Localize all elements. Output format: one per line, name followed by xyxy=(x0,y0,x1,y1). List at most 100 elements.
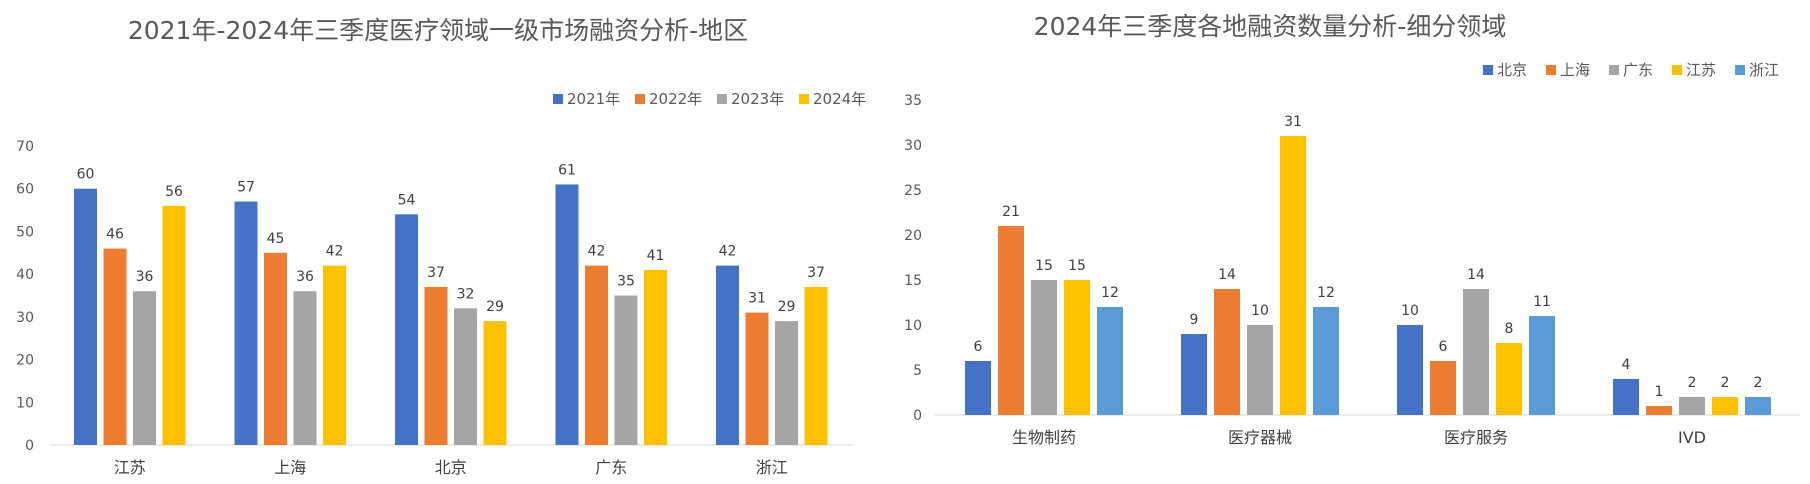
legend-label: 广东 xyxy=(1623,61,1653,79)
bar xyxy=(293,291,317,445)
data-label: 61 xyxy=(558,162,576,178)
bar xyxy=(1247,325,1273,415)
data-label: 46 xyxy=(106,227,124,243)
data-label: 6 xyxy=(1439,339,1448,355)
data-label: 12 xyxy=(1101,285,1119,301)
data-label: 57 xyxy=(237,180,255,196)
data-label: 11 xyxy=(1533,294,1551,310)
chart-title: 2021年-2024年三季度医疗领域一级市场融资分析-地区 xyxy=(128,16,748,45)
bar xyxy=(162,205,186,445)
segment-financing-chart: 2024年三季度各地融资数量分析-细分领域 北京 上海 广东 江苏 浙江 0 5 10 15 2… xyxy=(904,12,1800,447)
data-label: 56 xyxy=(165,184,183,200)
y-tick-label: 20 xyxy=(16,353,34,369)
data-label: 29 xyxy=(486,299,504,315)
y-tick-label: 5 xyxy=(913,363,922,379)
data-label: 37 xyxy=(427,265,445,281)
bar xyxy=(234,201,258,445)
bar xyxy=(775,321,798,445)
bar xyxy=(323,265,346,445)
bar xyxy=(133,291,156,445)
data-label: 10 xyxy=(1401,303,1419,319)
bar xyxy=(1496,343,1522,415)
y-tick-label: 15 xyxy=(904,273,922,289)
chart-title: 2024年三季度各地融资数量分析-细分领域 xyxy=(1034,12,1507,41)
x-tick-label: 医疗服务 xyxy=(1444,428,1508,447)
data-label: 29 xyxy=(778,299,796,315)
data-label: 42 xyxy=(588,244,606,260)
y-tick-label: 70 xyxy=(16,139,34,155)
data-label: 15 xyxy=(1068,258,1086,274)
bar xyxy=(555,184,579,445)
data-label: 35 xyxy=(617,274,635,290)
legend-label: 浙江 xyxy=(1749,61,1779,79)
x-tick-label: 北京 xyxy=(435,458,467,477)
bar xyxy=(1181,334,1207,415)
y-tick-label: 10 xyxy=(904,318,922,334)
bar xyxy=(1679,397,1705,415)
y-tick-label: 30 xyxy=(904,138,922,154)
bar xyxy=(1097,307,1123,415)
data-label: 4 xyxy=(1622,357,1631,373)
y-tick-label: 30 xyxy=(16,310,34,326)
data-label: 2 xyxy=(1754,375,1763,391)
data-label: 2 xyxy=(1721,375,1730,391)
bar xyxy=(454,308,477,445)
bar xyxy=(614,295,638,445)
data-label: 36 xyxy=(296,269,314,285)
y-axis: 0 5 10 15 20 25 30 35 xyxy=(904,93,922,424)
data-label: 37 xyxy=(807,265,825,281)
data-label: 14 xyxy=(1467,267,1485,283)
bar xyxy=(1646,406,1672,415)
x-axis-labels: 江苏 上海 北京 广东 浙江 xyxy=(114,458,788,477)
y-tick-label: 60 xyxy=(16,182,34,198)
regional-financing-chart: 2021年-2024年三季度医疗领域一级市场融资分析-地区 2021年 2022年… xyxy=(16,16,866,477)
data-label: 9 xyxy=(1190,312,1199,328)
bar xyxy=(1430,361,1456,415)
data-label: 42 xyxy=(326,244,344,260)
bar xyxy=(965,361,991,415)
bar xyxy=(74,188,97,445)
data-label: 32 xyxy=(457,286,475,302)
x-tick-label: 广东 xyxy=(595,458,627,477)
data-label: 42 xyxy=(719,244,737,260)
data-label: 60 xyxy=(77,167,95,183)
y-tick-label: 50 xyxy=(16,224,34,240)
bar xyxy=(998,226,1024,415)
data-label: 6 xyxy=(974,339,983,355)
data-label: 41 xyxy=(647,248,665,264)
y-tick-label: 25 xyxy=(904,183,922,199)
legend-label: 北京 xyxy=(1497,61,1527,79)
x-tick-label: IVD xyxy=(1678,428,1706,447)
bar xyxy=(483,321,507,445)
legend-label: 2024年 xyxy=(813,90,866,108)
bar xyxy=(716,265,739,445)
bar xyxy=(1397,325,1423,415)
legend-swatch xyxy=(635,94,645,104)
bar xyxy=(804,286,828,445)
legend-swatch xyxy=(1735,65,1745,75)
x-tick-label: 医疗器械 xyxy=(1228,428,1292,447)
y-tick-label: 35 xyxy=(904,93,922,109)
bar xyxy=(644,269,667,445)
bar xyxy=(424,286,448,445)
data-label: 10 xyxy=(1251,303,1269,319)
x-tick-label: 上海 xyxy=(274,458,306,477)
data-label: 2 xyxy=(1688,375,1697,391)
legend-label: 2022年 xyxy=(649,90,702,108)
bar xyxy=(1214,289,1240,415)
data-label: 15 xyxy=(1035,258,1053,274)
bar xyxy=(1745,397,1771,415)
bar xyxy=(585,265,608,445)
legend-label: 2023年 xyxy=(731,90,784,108)
legend-swatch xyxy=(553,94,563,104)
data-label: 45 xyxy=(267,231,285,247)
x-tick-label: 江苏 xyxy=(114,458,146,477)
data-label: 54 xyxy=(398,192,416,208)
bar xyxy=(1613,379,1639,415)
data-label: 8 xyxy=(1505,321,1514,337)
y-axis: 0 10 20 30 40 50 60 70 xyxy=(16,139,34,454)
legend-swatch xyxy=(717,94,727,104)
bar xyxy=(264,252,287,445)
